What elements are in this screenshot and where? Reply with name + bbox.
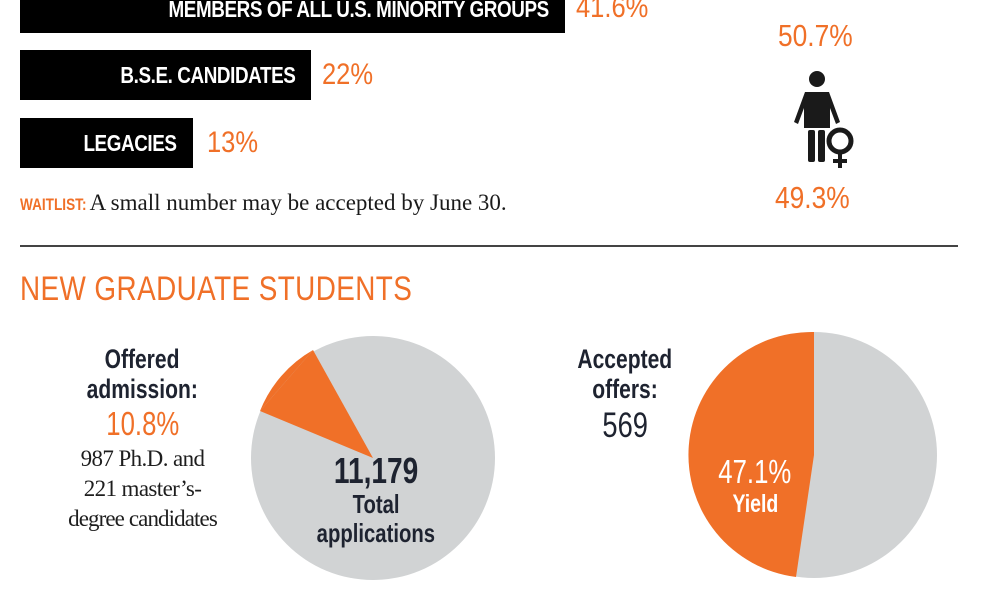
section-title: NEW GRADUATE STUDENTS	[20, 270, 413, 308]
offered-label-line1: Offered	[105, 344, 180, 374]
offered-detail-line2: 221 master’s-	[83, 476, 202, 501]
yield-label: 47.1% Yield	[700, 453, 810, 519]
bar-value-bse: 22%	[322, 58, 374, 91]
offered-label-line2: admission:	[86, 374, 199, 404]
applications-pie	[251, 336, 495, 580]
applications-label-line2: applications	[316, 518, 436, 548]
offered-admission-block: Offered admission: 10.8% 987 Ph.D. and 2…	[40, 344, 245, 534]
bar-legacies: LEGACIES	[20, 118, 193, 168]
waitlist-note: WAITLIST: A small number may be accepted…	[20, 190, 507, 216]
offered-percentage: 10.8%	[105, 405, 179, 442]
accepted-label-line2: offers:	[592, 374, 658, 404]
bar-minority-groups: MEMBERS OF ALL U.S. MINORITY GROUPS	[20, 0, 565, 33]
accepted-label-line1: Accepted	[577, 344, 673, 374]
section-divider	[20, 245, 958, 247]
offered-detail-line3: degree candidates	[68, 506, 218, 531]
female-figure-icon	[792, 70, 862, 172]
bar-value-minority: 41.6%	[576, 0, 649, 24]
bar-value-legacies: 13%	[207, 126, 259, 159]
bar-label: MEMBERS OF ALL U.S. MINORITY GROUPS	[168, 0, 550, 22]
applications-label: 11,179 Total applications	[293, 450, 459, 549]
bar-label: B.S.E. CANDIDATES	[119, 61, 295, 88]
waitlist-text: A small number may be accepted by June 3…	[89, 190, 507, 215]
accepted-offers-count: 569	[602, 406, 648, 445]
bar-label: LEGACIES	[83, 129, 178, 156]
accepted-offers-block: Accepted offers: 569	[555, 344, 695, 448]
bar-bse-candidates: B.S.E. CANDIDATES	[20, 50, 311, 100]
offered-detail-line1: 987 Ph.D. and	[80, 446, 205, 471]
yield-percentage: 47.1%	[718, 453, 792, 490]
male-percentage: 50.7%	[778, 18, 853, 53]
yield-pie	[688, 331, 937, 578]
applications-label-line1: Total	[352, 489, 400, 519]
female-percentage: 49.3%	[775, 180, 850, 215]
waitlist-label: WAITLIST:	[20, 195, 87, 214]
yield-text: Yield	[732, 490, 778, 518]
applications-total: 11,179	[333, 450, 419, 491]
